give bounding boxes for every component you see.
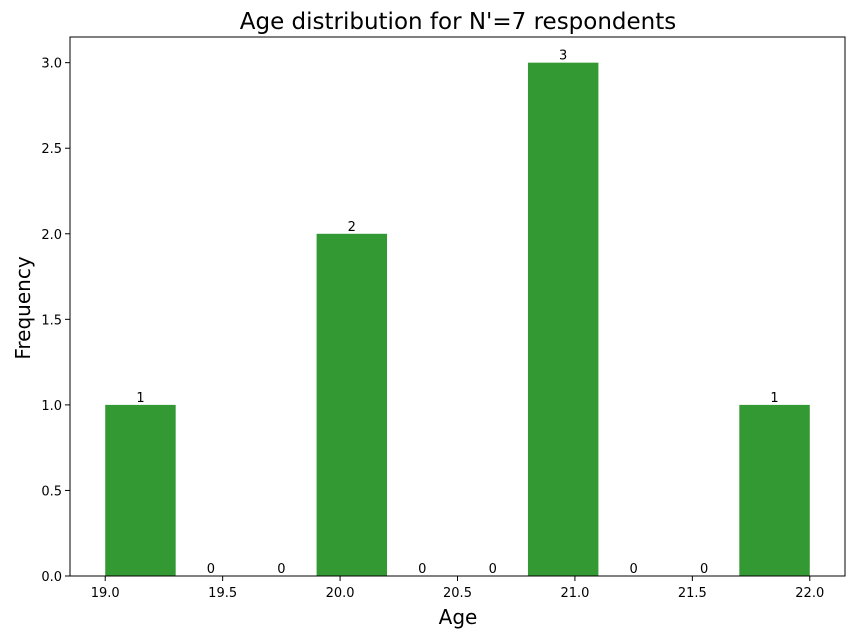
bar-value-label: 3: [559, 49, 567, 64]
bar-value-label: 1: [770, 391, 778, 406]
bars-group: [105, 62, 810, 576]
x-tick-label: 21.0: [560, 586, 589, 601]
y-tick-label: 0.5: [41, 484, 62, 499]
bar-value-label: 0: [207, 562, 215, 577]
x-tick-label: 22.0: [795, 586, 824, 601]
x-tick-label: 21.5: [678, 586, 707, 601]
x-tick-label: 20.5: [443, 586, 472, 601]
bar-value-label: 0: [700, 562, 708, 577]
y-tick-label: 2.5: [41, 142, 62, 157]
x-tick-label: 20.0: [326, 586, 355, 601]
bar-value-label: 1: [136, 391, 144, 406]
x-tick-label: 19.0: [91, 586, 120, 601]
data-labels-group: 1 0 0 2 0 0 3 0 0 1: [136, 49, 778, 577]
histogram-bar: [105, 404, 176, 576]
y-tick-label: 1.0: [41, 399, 62, 414]
y-tick-label: 0.0: [41, 570, 62, 585]
y-axis-ticks: 0.0 0.5 1.0 1.5 2.0 2.5 3.0: [41, 57, 70, 585]
bar-value-label: 0: [277, 562, 285, 577]
x-axis-label: Age: [439, 605, 478, 629]
bar-value-label: 2: [348, 220, 356, 235]
plot-frame: [69, 36, 846, 577]
y-tick-label: 1.5: [41, 313, 62, 328]
x-tick-label: 19.5: [208, 586, 237, 601]
histogram-bar: [739, 404, 810, 576]
y-tick-label: 3.0: [41, 57, 62, 72]
bar-value-label: 0: [489, 562, 497, 577]
histogram-bar: [527, 62, 599, 576]
histogram-bar: [316, 233, 388, 576]
y-axis-label: Frequency: [11, 256, 35, 359]
bar-value-label: 0: [418, 562, 426, 577]
bar-value-label: 0: [629, 562, 637, 577]
y-tick-label: 2.0: [41, 228, 62, 243]
chart-title: Age distribution for N'=7 respondents: [240, 9, 677, 35]
x-axis-ticks: 19.0 19.5 20.0 20.5 21.0 21.5 22.0: [91, 576, 824, 601]
